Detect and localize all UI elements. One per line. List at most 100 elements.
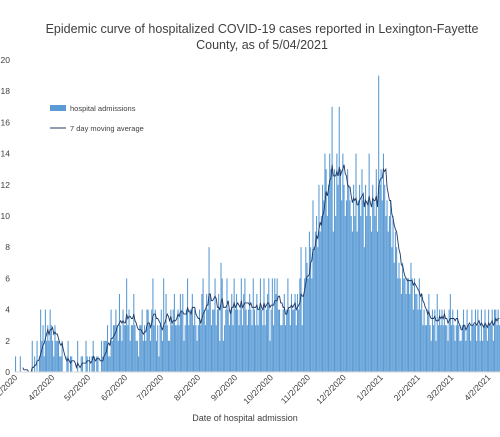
admission-bar <box>486 340 488 372</box>
admission-bar <box>224 325 226 372</box>
admission-bar <box>160 309 162 372</box>
admission-bar <box>406 278 408 372</box>
admission-bar <box>96 356 98 372</box>
admission-bar <box>322 184 324 372</box>
admission-bar <box>196 340 198 372</box>
admission-bar <box>292 309 294 372</box>
admission-bar <box>249 294 251 372</box>
admission-bar <box>59 356 61 372</box>
admission-bar <box>474 309 476 372</box>
admission-bar <box>464 325 466 372</box>
admission-bar <box>282 309 284 372</box>
admission-bar <box>284 325 287 372</box>
admission-bar <box>427 309 429 372</box>
admission-bar <box>443 309 445 372</box>
admission-bar <box>483 325 485 372</box>
moving-average-line <box>22 164 500 373</box>
admission-bar <box>206 294 208 372</box>
admission-bar <box>259 278 261 372</box>
admission-bar <box>405 294 407 372</box>
admission-bar <box>331 106 333 373</box>
admission-bar <box>77 340 79 372</box>
x-tick-label: 2/2/2021 <box>392 372 423 403</box>
admission-bar <box>412 309 414 372</box>
admission-bar <box>283 294 285 372</box>
admission-bar <box>264 325 266 372</box>
admission-bar <box>403 278 405 372</box>
admission-bar <box>142 340 144 372</box>
admission-bar <box>476 340 478 372</box>
admission-bar <box>214 278 216 372</box>
admission-bar <box>159 325 161 372</box>
admission-bar <box>256 294 258 372</box>
admission-bar <box>329 153 331 372</box>
admission-bar <box>411 278 413 372</box>
admission-bar <box>492 340 494 372</box>
admission-bar <box>104 340 106 372</box>
admission-bar <box>81 356 83 372</box>
admission-bar <box>120 325 122 372</box>
admission-bar <box>123 325 125 372</box>
admission-bar <box>179 294 181 372</box>
admission-bar <box>281 325 283 372</box>
admission-bar <box>189 309 191 372</box>
admission-bar <box>417 309 419 372</box>
admission-bar <box>237 309 239 372</box>
admission-bar <box>370 231 373 372</box>
admission-bar <box>52 340 54 372</box>
admission-bar <box>422 325 424 372</box>
admission-bar <box>423 309 425 372</box>
admission-bar <box>286 309 288 372</box>
x-tick-label: 7/2/2020 <box>135 372 166 403</box>
admission-bar <box>213 309 215 372</box>
y-tick-label: 10 <box>1 211 11 221</box>
admission-bar <box>360 216 362 372</box>
admission-bar <box>390 200 392 372</box>
admission-bar <box>362 200 364 372</box>
admission-bar <box>361 169 363 372</box>
x-tick-label: 12/2/2020 <box>314 372 348 406</box>
admission-bar <box>439 309 441 372</box>
admission-bar <box>380 169 382 372</box>
legend: hospital admissions 7 day moving average <box>50 104 144 133</box>
admission-bar <box>246 325 248 372</box>
admission-bar <box>391 247 393 372</box>
admission-bar <box>419 309 422 372</box>
admission-bar <box>410 262 412 372</box>
admission-bar <box>302 294 304 372</box>
admission-bar <box>34 356 36 372</box>
admission-bar <box>233 278 235 372</box>
admission-bar <box>396 247 398 372</box>
admission-bar <box>480 309 482 372</box>
y-tick-label: 4 <box>5 305 10 315</box>
admission-bar <box>121 340 123 372</box>
admission-bar <box>169 340 171 372</box>
admission-bar <box>355 153 357 372</box>
admission-bar <box>497 309 499 372</box>
legend-bar-label: hospital admissions <box>70 104 136 113</box>
legend-bar-swatch <box>50 105 66 111</box>
admission-bar <box>462 309 465 372</box>
admission-bar <box>130 325 132 372</box>
admission-bar <box>337 184 339 372</box>
admission-bar <box>232 325 234 372</box>
admission-bar <box>333 169 336 372</box>
admission-bar <box>332 231 334 372</box>
admission-bar <box>187 278 189 372</box>
admission-bar <box>311 278 313 372</box>
admission-bar <box>290 294 293 372</box>
admission-bar <box>342 153 344 372</box>
admission-bar <box>343 184 345 372</box>
admission-bar <box>465 340 467 372</box>
admission-bar <box>67 340 69 372</box>
admission-bar <box>459 340 461 372</box>
admission-bar <box>128 309 130 372</box>
y-tick-label: 18 <box>1 86 11 96</box>
admission-bar <box>344 216 346 372</box>
admission-bar <box>151 309 153 372</box>
admission-bar <box>341 200 343 372</box>
admission-bar <box>146 309 148 372</box>
admission-bar <box>436 294 438 372</box>
x-tick-label: 4/2/2020 <box>26 372 57 403</box>
